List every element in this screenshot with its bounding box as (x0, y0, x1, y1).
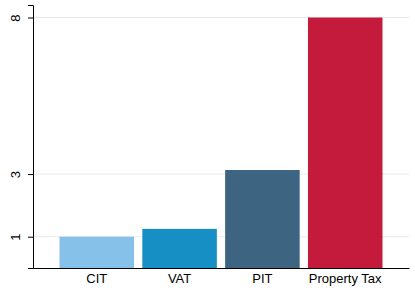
y-axis-line (28, 6, 34, 269)
x-tick-label: CIT (86, 271, 107, 286)
x-axis: CIT VAT PIT Property Tax (34, 268, 410, 286)
x-tick: Property Tax (309, 268, 382, 286)
bar (60, 237, 135, 268)
x-tick: PIT (252, 268, 272, 286)
x-tick: CIT (86, 268, 107, 286)
bar (142, 229, 217, 268)
bars (60, 18, 383, 268)
x-axis-line (34, 268, 410, 269)
y-tick: 1 (8, 234, 33, 241)
y-tick-label: 3 (8, 171, 23, 178)
chart: 1 3 8 CIT VAT PIT Property Tax (0, 0, 415, 293)
y-tick-mark (28, 174, 33, 175)
x-tick: VAT (168, 268, 191, 286)
y-tick-label: 1 (8, 234, 23, 241)
x-tick-label: VAT (168, 271, 191, 286)
y-tick: 8 (8, 14, 33, 21)
y-tick-mark (28, 18, 33, 19)
x-tick-label: PIT (252, 271, 272, 286)
x-tick-label: Property Tax (309, 271, 382, 286)
y-tick: 3 (8, 171, 33, 178)
y-tick-mark (28, 237, 33, 238)
plot-area: 1 3 8 CIT VAT PIT Property Tax (8, 6, 410, 287)
bar (308, 18, 383, 268)
y-tick-label: 8 (8, 14, 23, 21)
y-axis: 1 3 8 (8, 6, 34, 269)
bar (225, 170, 300, 268)
